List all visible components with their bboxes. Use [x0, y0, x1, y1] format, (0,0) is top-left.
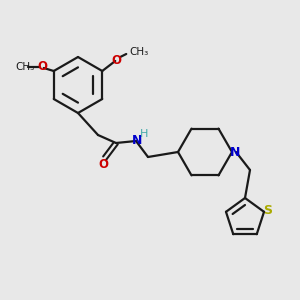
Text: O: O: [111, 53, 121, 67]
Text: O: O: [38, 61, 48, 74]
Text: CH₃: CH₃: [129, 47, 148, 57]
Text: O: O: [98, 158, 108, 172]
Text: N: N: [132, 134, 142, 148]
Text: S: S: [263, 204, 272, 217]
Text: H: H: [140, 129, 148, 139]
Text: CH₃: CH₃: [16, 62, 35, 72]
Text: N: N: [230, 146, 240, 158]
